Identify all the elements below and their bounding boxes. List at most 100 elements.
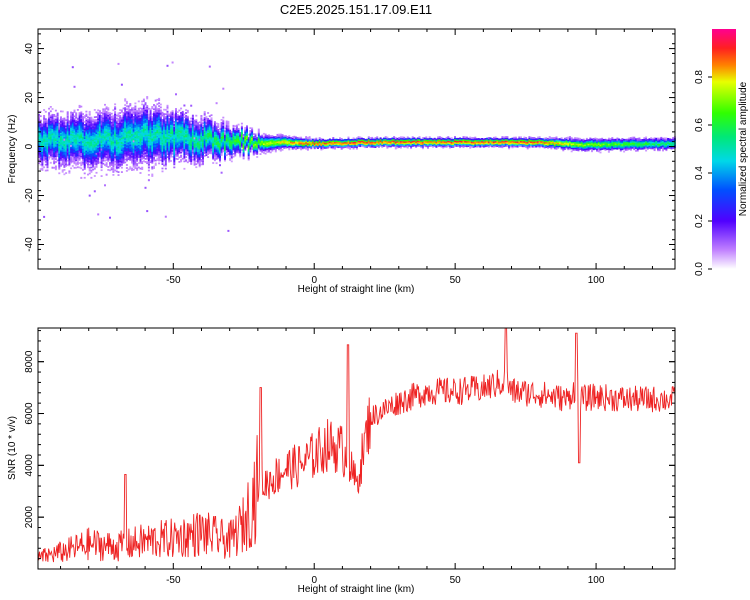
spectrogram-cell: [43, 134, 46, 136]
spectrogram-cell: [191, 139, 194, 142]
spectrogram-cell: [56, 147, 59, 150]
spectrogram-cell: [58, 125, 61, 128]
spectrogram-cell: [85, 132, 88, 135]
spectrogram-cell: [384, 136, 387, 138]
spectrogram-cell: [394, 138, 397, 141]
spectrogram-cell: [175, 121, 177, 123]
spectrogram-cell: [205, 132, 208, 135]
spectrogram-cell: [48, 156, 51, 159]
spectrogram-cell: [266, 151, 269, 153]
spectrogram-cell: [415, 142, 418, 145]
spectrogram-cell: [225, 145, 228, 148]
spectrogram-cell: [159, 152, 162, 154]
spectrogram-cell: [156, 128, 159, 130]
spectrogram-cell: [105, 113, 108, 116]
spectrogram-cell: [198, 152, 201, 154]
spectrogram-cell: [132, 163, 135, 165]
spectrogram-cell: [151, 113, 154, 116]
spectrogram-cell: [266, 146, 269, 149]
spectrogram-cell: [257, 143, 260, 146]
spectrogram-cell: [219, 151, 221, 154]
spectrogram-cell: [286, 139, 289, 141]
spectrogram-cell: [190, 147, 193, 149]
spectrogram-cell: [73, 141, 76, 144]
spectrogram-cell: [330, 142, 333, 144]
spectrogram-cell: [66, 155, 69, 158]
spectrogram-cell: [219, 134, 221, 136]
spectrogram-cell: [379, 143, 382, 146]
spectrogram-cell: [75, 119, 78, 122]
spectrogram-cell: [303, 140, 306, 142]
spectrogram-cell: [122, 107, 125, 110]
spectrogram-cell: [53, 150, 56, 153]
spectrogram-cell: [168, 147, 171, 150]
spectrogram-cell: [92, 151, 95, 153]
spectrogram-cell: [347, 141, 350, 143]
spectrogram-cell: [325, 141, 328, 143]
spectrogram-cell: [151, 107, 154, 110]
spectrogram-cell: [110, 127, 113, 130]
spectrogram-cell: [141, 160, 144, 163]
spectrogram-cell: [153, 156, 155, 159]
spectrogram-cell: [71, 157, 74, 160]
spectrogram-cell: [222, 125, 225, 128]
spectrogram-cell: [445, 145, 448, 148]
spectrogram-cell: [332, 140, 335, 142]
spectrogram-cell: [44, 147, 47, 150]
spectrogram-cell: [149, 118, 152, 121]
spectrogram-cell: [104, 143, 106, 146]
spectrogram-cell: [100, 160, 103, 163]
spectrogram-cell: [93, 167, 96, 170]
spectrogram-cell: [315, 145, 318, 147]
spectrogram-cell: [274, 150, 277, 153]
spectrogram-cell: [164, 144, 167, 146]
spectrogram-cell: [54, 130, 57, 132]
spectrogram-cell: [139, 172, 142, 174]
spectrogram-cell: [234, 148, 237, 151]
spectrogram-cell: [122, 157, 125, 160]
spectrogram-cell: [244, 127, 247, 129]
spectrogram-cell: [188, 157, 191, 159]
spectrogram-cell: [95, 120, 98, 123]
spectrogram-cell: [46, 137, 49, 139]
spectrogram-cell: [76, 128, 79, 130]
spectrogram-cell: [169, 124, 172, 127]
spectrogram-cell: [305, 137, 308, 140]
spectrogram-cell: [372, 141, 375, 144]
spectrogram-cell: [105, 135, 108, 138]
spectrogram-cell: [300, 142, 303, 145]
spectrogram-cell: [54, 155, 57, 157]
spectrogram-cell: [129, 154, 132, 157]
spectrogram-cell: [112, 162, 115, 164]
spectrogram-cell: [66, 151, 69, 153]
spectrogram-cell: [220, 152, 223, 155]
spectrogram-cell: [279, 133, 282, 136]
spectrogram-cell: [437, 139, 440, 142]
spectrogram-cell: [38, 124, 40, 126]
spectrogram-cell: [166, 115, 169, 117]
spectrogram-cell: [78, 115, 81, 117]
spectrogram-cell: [288, 147, 291, 149]
spectrogram-cell: [193, 163, 196, 166]
spectrogram-cell: [349, 139, 352, 141]
spectrogram-cell: [249, 147, 252, 150]
spectrogram-cell: [220, 133, 223, 136]
spectrogram-cell: [197, 135, 199, 138]
spectrogram-cell: [60, 128, 62, 130]
spectrogram-cell: [137, 125, 140, 128]
spectrogram-cell: [183, 154, 186, 157]
spectrogram-cell: [432, 145, 434, 148]
spectrogram-cell: [161, 130, 164, 133]
spectrogram-cell: [300, 148, 303, 151]
spectrogram-cell: [350, 138, 353, 141]
spectrogram-cell: [366, 146, 369, 148]
spectrogram-cell: [386, 142, 389, 145]
spectrogram-cell: [247, 139, 250, 142]
spectrogram-cell: [104, 156, 106, 159]
spectrogram-cell: [186, 142, 189, 145]
spectrogram-cell: [383, 137, 385, 140]
spectrogram-cell: [104, 155, 106, 158]
spectrogram-cell: [80, 152, 83, 155]
spectrogram-cell: [169, 116, 172, 118]
spectrogram-cell: [58, 156, 61, 159]
